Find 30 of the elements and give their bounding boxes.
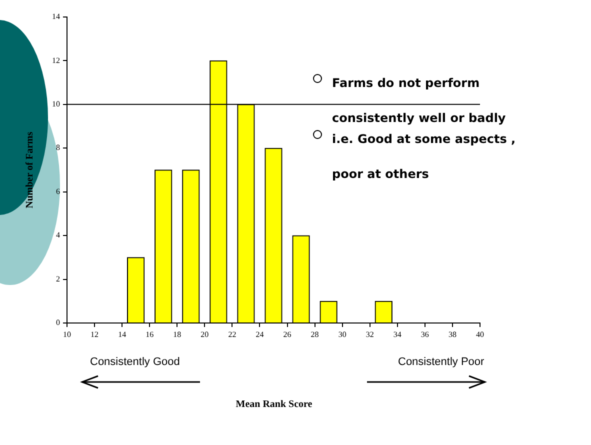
y-tick-label: 4 bbox=[56, 230, 60, 240]
x-tick-label: 10 bbox=[63, 330, 71, 339]
y-tick-label: 2 bbox=[56, 274, 60, 284]
text: Consistently Good bbox=[90, 356, 180, 368]
text: Mean Rank Score bbox=[236, 399, 312, 410]
x-tick-label: 22 bbox=[228, 330, 236, 339]
y-tick-label: 10 bbox=[52, 100, 60, 109]
x-tick-label: 36 bbox=[420, 330, 429, 339]
y-tick-label: 12 bbox=[52, 56, 60, 65]
x-tick-label: 24 bbox=[256, 330, 264, 339]
y-axis-title: Number of Farms bbox=[24, 132, 36, 208]
x-tick-label: 30 bbox=[338, 330, 346, 339]
y-tick-label: 14 bbox=[52, 12, 60, 22]
y-tick-label: 6 bbox=[56, 186, 60, 196]
x-tick-label: 16 bbox=[146, 330, 154, 339]
y-tick-label: 0 bbox=[56, 318, 60, 328]
x-tick-label: 32 bbox=[366, 330, 374, 339]
x-tick-label: 14 bbox=[118, 330, 126, 339]
x-tick-label: 34 bbox=[393, 330, 402, 339]
x-tick-label: 38 bbox=[448, 330, 456, 339]
text: Consistently Poor bbox=[398, 356, 484, 368]
y-tick-label: 8 bbox=[56, 143, 60, 152]
x-tick-label: 40 bbox=[476, 330, 484, 339]
x-tick-label: 28 bbox=[310, 330, 319, 339]
text: i.e. Good at some aspects , poor at others bbox=[332, 132, 516, 181]
x-tick-label: 26 bbox=[283, 330, 292, 339]
x-tick-label: 20 bbox=[200, 330, 209, 339]
x-tick-label: 12 bbox=[90, 330, 99, 339]
x-tick-label: 18 bbox=[173, 330, 182, 339]
text: Farms do not perform consistently well or badly bbox=[332, 76, 506, 125]
